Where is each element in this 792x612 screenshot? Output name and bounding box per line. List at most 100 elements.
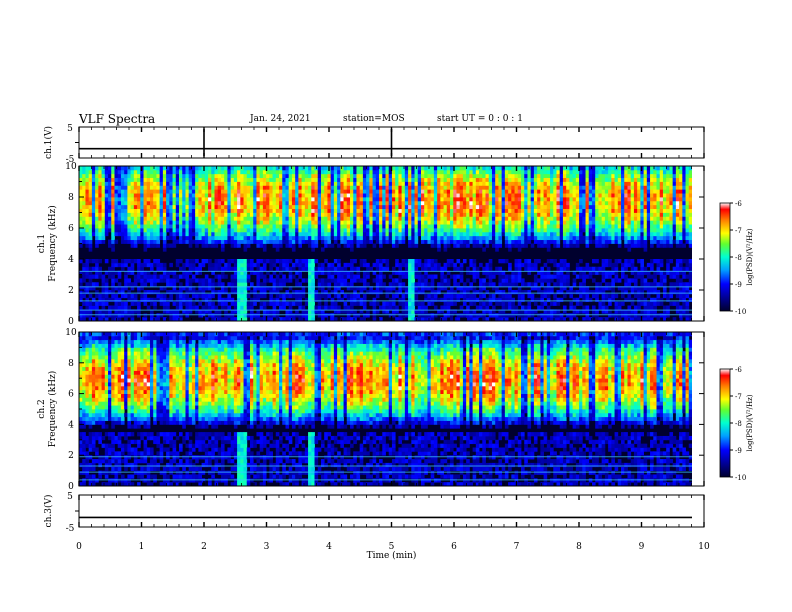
ch1-spectrogram-cell: [262, 228, 267, 233]
ch1-spectrogram-cell: [524, 235, 528, 241]
ch1-spectrogram-cell: [559, 173, 564, 179]
ch1-spectrogram-cell: [340, 290, 344, 295]
ch1-spectrogram-cell: [346, 286, 351, 291]
ch1-spectrogram-cell: [169, 169, 173, 175]
ch1-spectrogram-cell: [550, 169, 554, 175]
ch1-spectrogram-cell: [253, 293, 257, 299]
ch1-spectrogram-cell: [472, 293, 477, 299]
ch1-spectrogram-cell: [414, 181, 419, 186]
ch1-spectrogram-cell: [433, 274, 438, 279]
ch1-spectrogram-cell: [546, 274, 551, 279]
ch1-spectrogram-cell: [408, 243, 412, 248]
ch1-spectrogram-cell: [111, 185, 115, 190]
ch1-spectrogram-cell: [411, 216, 415, 221]
ch1-spectrogram-cell: [317, 293, 322, 299]
ch1-spectrogram-cell: [85, 193, 90, 198]
ch1-spectrogram-cell: [479, 200, 483, 206]
ch1-spectrogram-cell: [456, 243, 461, 248]
ch1-spectrogram-cell: [495, 224, 499, 229]
ch1-spectrogram-cell: [291, 200, 296, 206]
ch1-spectrogram-cell: [553, 204, 557, 210]
ch1-spectrogram-cell: [262, 220, 267, 225]
ch1-spectrogram-cell: [430, 224, 435, 229]
ch1-spectrogram-cell: [133, 259, 138, 264]
ch1-spectrogram-cell: [437, 235, 441, 241]
ch1-spectrogram-cell: [137, 305, 141, 310]
ch1-spectrogram-cell: [204, 166, 209, 171]
ch1-spectrogram-cell: [343, 216, 348, 221]
ch1-spectrogram-cell: [424, 293, 428, 299]
ch1-spectrogram-cell: [482, 293, 486, 299]
ch1-spectrogram-cell: [324, 313, 328, 318]
ch1-spectrogram-cell: [179, 208, 183, 213]
ch1-spectrogram-cell: [391, 220, 396, 225]
ch1-spectrogram-cell: [527, 293, 532, 299]
ch1-spectrogram-cell: [482, 212, 486, 217]
ch1-spectrogram-cell: [295, 208, 299, 213]
ch1-spectrogram-cell: [127, 293, 132, 299]
ch1-spectrogram-cell: [346, 313, 351, 318]
ch1-spectrogram-cell: [362, 243, 367, 248]
ch1-spectrogram-cell: [572, 173, 577, 179]
ch1-spectrogram-cell: [208, 266, 212, 272]
ch1-spectrogram-cell: [124, 204, 128, 210]
ch1-spectrogram-cell: [272, 173, 277, 179]
ch1-spectrogram-cell: [330, 177, 335, 182]
ch1-spectrogram-cell: [379, 262, 383, 268]
ch1-spectrogram-cell: [130, 197, 135, 202]
ch1-spectrogram-cell: [433, 228, 438, 233]
ch1-spectrogram-cell: [514, 193, 519, 198]
date-label: Jan. 24, 2021: [250, 114, 311, 124]
ch1-spectrogram-cell: [114, 197, 119, 202]
ch1-spectrogram-cell: [243, 185, 248, 190]
ch1-spectrogram-cell: [417, 224, 422, 229]
ch1-spectrogram-cell: [301, 204, 306, 210]
ch1-spectrogram-cell: [566, 262, 570, 268]
ch1-spectrogram-cell: [537, 166, 541, 171]
ch1-spectrogram-cell: [514, 305, 519, 310]
ch1-spectrogram-cell: [450, 259, 454, 264]
ch1-spectrogram-cell: [517, 293, 522, 299]
ch1-spectrogram-cell: [362, 193, 367, 198]
ch1-spectrogram-cell: [508, 181, 512, 186]
ch1-spectrogram-cell: [550, 220, 554, 225]
ch1-spectrogram-cell: [275, 290, 280, 295]
ch1-spectrogram-cell: [482, 173, 486, 179]
ch1-spectrogram-cell: [211, 173, 215, 179]
ch1-spectrogram-cell: [395, 197, 399, 202]
ch1-spectrogram-cell: [198, 239, 202, 244]
ch1-spectrogram-cell: [459, 262, 464, 268]
ch1-spectrogram-cell: [340, 235, 344, 241]
ch1-spectrogram-cell: [521, 317, 525, 322]
ch1-spectrogram-cell: [114, 181, 119, 186]
ch1-spectrogram-cell: [388, 216, 393, 221]
ch1-spectrogram-cell: [146, 259, 151, 264]
ch1-spectrogram-cell: [101, 239, 106, 244]
ch1-spectrogram-cell: [133, 278, 138, 283]
ch1-spectrogram-cell: [191, 266, 196, 272]
ch1-spectrogram-cell: [366, 309, 370, 314]
ch1-spectrogram-cell: [437, 231, 441, 237]
ch1-spectrogram-cell: [220, 200, 225, 206]
ch1-spectrogram-cell: [530, 169, 535, 175]
ch1-spectrogram-cell: [420, 262, 425, 268]
ch1-spectrogram-cell: [475, 220, 480, 225]
ch1-spectrogram-cell: [243, 266, 248, 272]
ch1-spectrogram-cell: [369, 177, 373, 182]
ch1-spectrogram-cell: [453, 197, 457, 202]
ch1-spectrogram-cell: [256, 317, 261, 322]
ch1-spectrogram-cell: [414, 286, 419, 291]
ch1-spectrogram-cell: [446, 259, 451, 264]
ch1-spectrogram-cell: [401, 235, 406, 241]
ch1-spectrogram-cell: [195, 278, 199, 283]
ch1-spectrogram-cell: [304, 231, 309, 237]
ch1-spectrogram-cell: [553, 189, 557, 194]
ch1-spectrogram-cell: [211, 200, 215, 206]
ch1-spectrogram-cell: [369, 220, 373, 225]
ch1-spectrogram-cell: [340, 270, 344, 275]
ch1-spectrogram-cell: [356, 173, 361, 179]
ch1-spectrogram-cell: [79, 197, 83, 202]
ch1-spectrogram-cell: [149, 220, 154, 225]
ch1-spectrogram-cell: [417, 262, 422, 268]
ch1-spectrogram-cell: [369, 228, 373, 233]
